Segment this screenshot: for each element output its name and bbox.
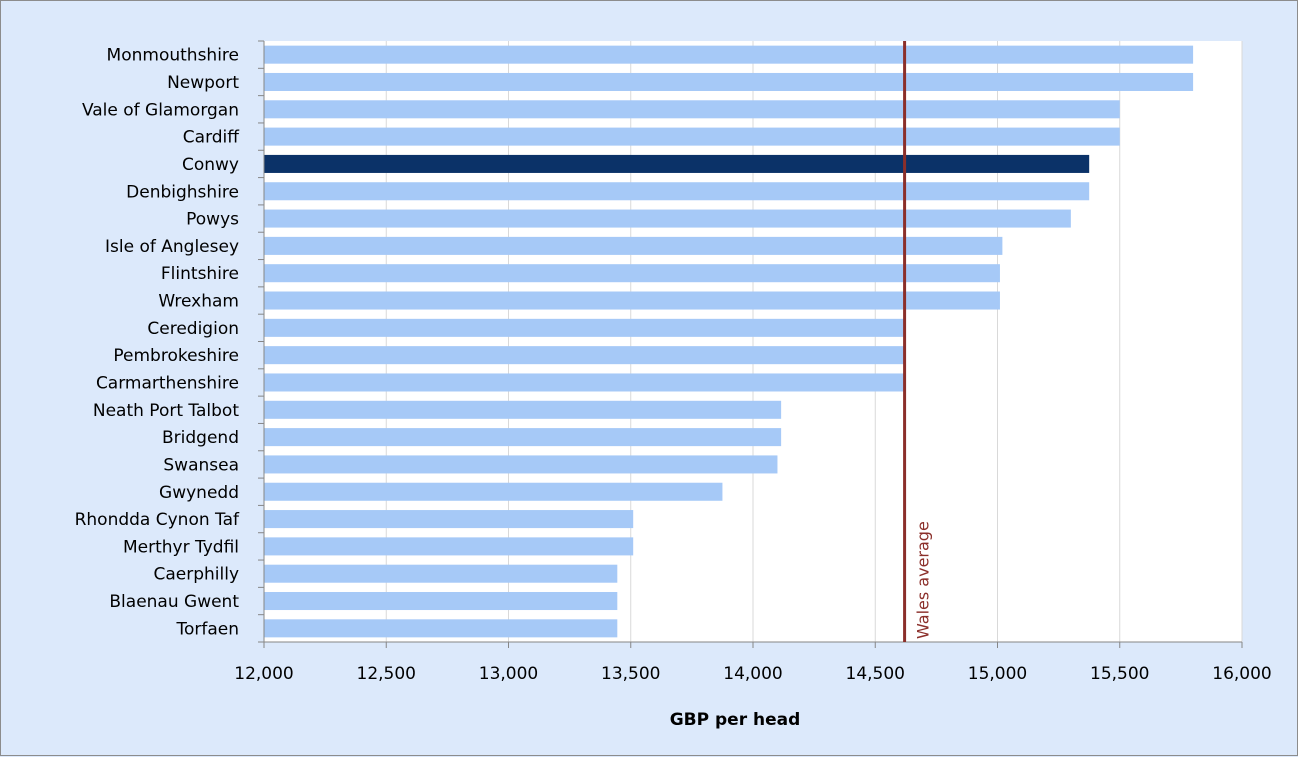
category-label: Blaenau Gwent bbox=[109, 592, 239, 612]
bar-caerphilly bbox=[264, 564, 618, 583]
category-label: Newport bbox=[167, 73, 239, 93]
bar-cardiff bbox=[264, 127, 1120, 146]
axes bbox=[258, 40, 1243, 648]
bar-powys bbox=[264, 209, 1071, 228]
category-label: Vale of Glamorgan bbox=[82, 100, 239, 120]
bar-pembrokeshire bbox=[264, 346, 905, 365]
category-label: Bridgend bbox=[162, 428, 239, 448]
category-label: Conwy bbox=[182, 155, 239, 175]
bar-neath-port-talbot bbox=[264, 400, 782, 419]
bar-flintshire bbox=[264, 264, 1000, 283]
bar-wrexham bbox=[264, 291, 1000, 310]
x-tick-labels: 12,000 12,500 13,000 13,500 14,000 14,500 15,0… bbox=[234, 664, 1271, 684]
category-label: Neath Port Talbot bbox=[93, 401, 239, 421]
category-label: Cardiff bbox=[183, 128, 240, 148]
bar-monmouthshire bbox=[264, 45, 1194, 64]
bar-denbighshire bbox=[264, 182, 1090, 201]
bar-carmarthenshire bbox=[264, 373, 905, 392]
category-label: Powys bbox=[186, 210, 239, 230]
bar-isle-of-anglesey bbox=[264, 236, 1003, 255]
category-label: Denbighshire bbox=[126, 182, 239, 202]
bar-swansea bbox=[264, 455, 778, 474]
bar-merthyr-tydfil bbox=[264, 537, 634, 556]
bar-conwy bbox=[264, 154, 1090, 173]
x-tick-label: 14,500 bbox=[846, 664, 905, 684]
x-tick-label: 14,000 bbox=[723, 664, 782, 684]
category-label: Isle of Anglesey bbox=[105, 237, 239, 257]
reference-line-group: Wales average bbox=[903, 41, 933, 642]
bar-torfaen bbox=[264, 619, 618, 638]
x-tick-label: 13,500 bbox=[601, 664, 660, 684]
bar-bridgend bbox=[264, 428, 782, 447]
category-label: Ceredigion bbox=[147, 319, 239, 339]
bar-blaenau-gwent bbox=[264, 592, 618, 611]
x-tick-label: 12,500 bbox=[357, 664, 416, 684]
category-label: Merthyr Tydfil bbox=[123, 537, 239, 557]
x-tick-label: 13,000 bbox=[479, 664, 538, 684]
category-label: Monmouthshire bbox=[107, 46, 239, 66]
category-labels: Monmouthshire Newport Vale of Glamorgan Car… bbox=[75, 46, 241, 640]
x-tick-label: 16,000 bbox=[1212, 664, 1271, 684]
x-tick-label: 15,500 bbox=[1090, 664, 1149, 684]
category-label: Rhondda Cynon Taf bbox=[75, 510, 240, 530]
bar-ceredigion bbox=[264, 318, 905, 337]
category-label: Gwynedd bbox=[159, 483, 239, 503]
category-label: Torfaen bbox=[175, 619, 239, 639]
category-label: Swansea bbox=[163, 455, 239, 475]
bar-gwynedd bbox=[264, 482, 723, 501]
bar-newport bbox=[264, 72, 1194, 91]
x-axis-label: GBP per head bbox=[670, 710, 801, 730]
x-tick-label: 12,000 bbox=[234, 664, 293, 684]
bar-vale-of-glamorgan bbox=[264, 100, 1120, 119]
bar-rhondda-cynon-taf bbox=[264, 510, 634, 529]
wales-average-label: Wales average bbox=[914, 521, 933, 639]
category-label: Caerphilly bbox=[153, 565, 239, 585]
category-label: Wrexham bbox=[158, 292, 239, 312]
category-label: Carmarthenshire bbox=[96, 373, 239, 393]
x-tick-label: 15,000 bbox=[968, 664, 1027, 684]
category-label: Pembrokeshire bbox=[113, 346, 239, 366]
category-label: Flintshire bbox=[161, 264, 239, 284]
